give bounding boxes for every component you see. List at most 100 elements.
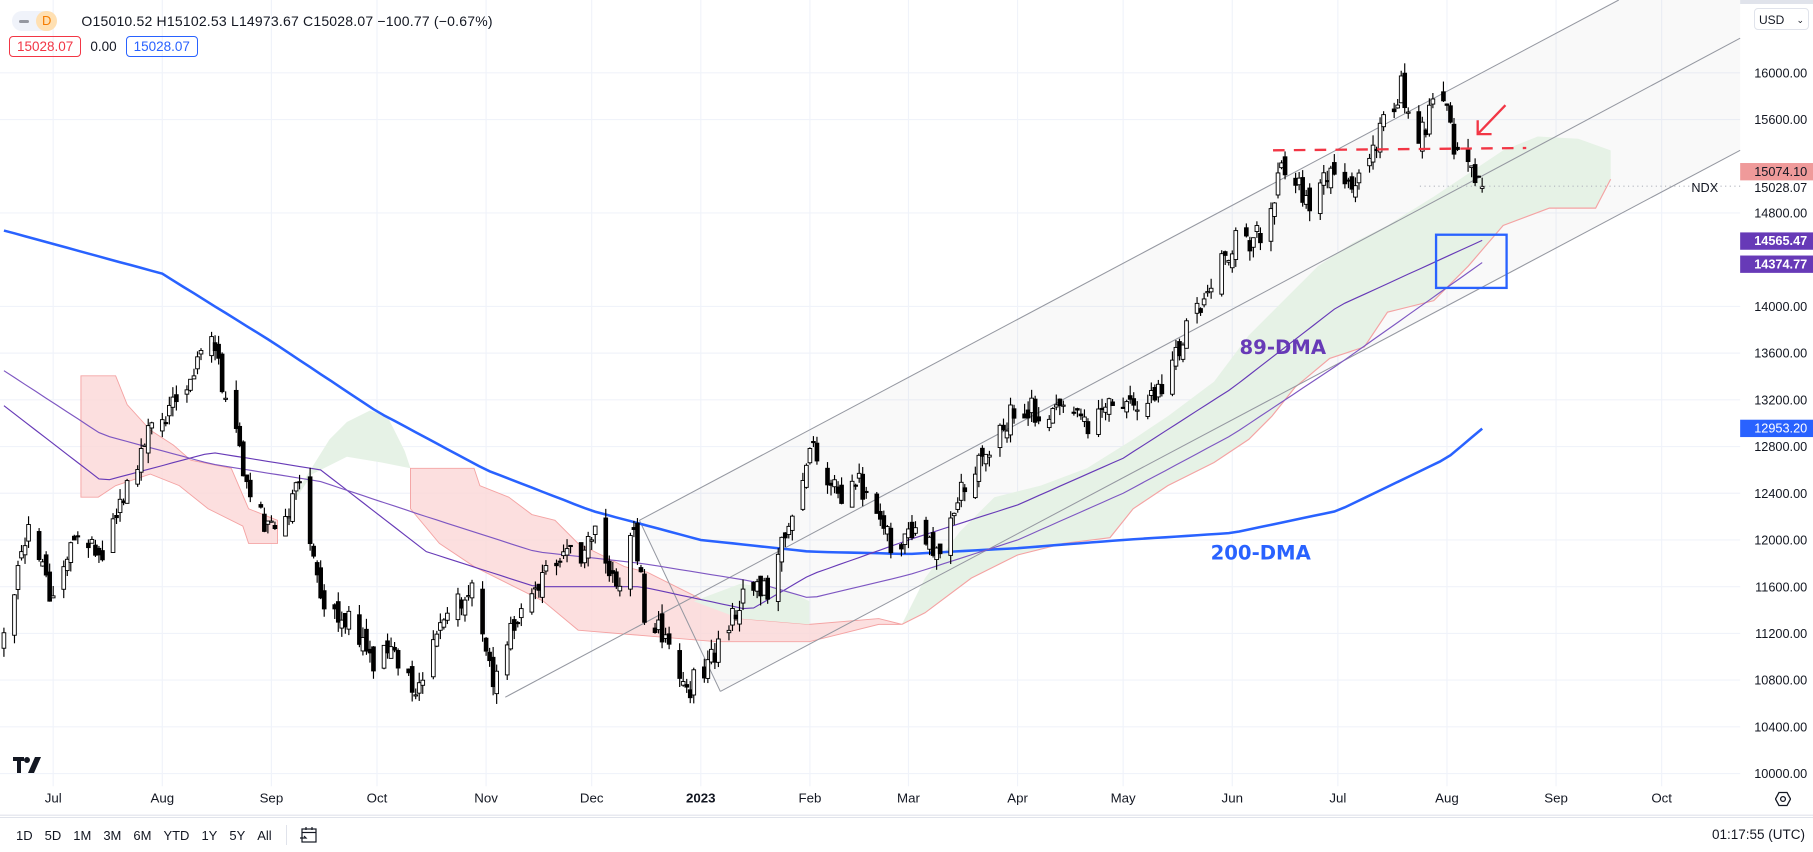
price-tick-label: 12400.00 [1754,486,1807,501]
candle-body [1332,162,1337,175]
candle-body [849,480,855,508]
candle-body [603,517,609,564]
candle-body [1317,182,1323,215]
candle-body [568,544,573,548]
range-3m[interactable]: 3M [103,827,122,843]
candle-body [740,588,746,604]
price-axis[interactable]: 16000.00 15600.00 14800.00 14000.00 13600.00… [1754,65,1807,781]
candle-body [462,599,468,616]
candle-body [1134,409,1140,412]
candle-body [923,519,929,545]
buy-price-button[interactable]: 15028.07 [125,36,198,57]
collapse-icon[interactable] [19,19,29,23]
tradingview-logo-icon[interactable] [13,757,43,773]
range-5y[interactable]: 5Y [229,827,246,843]
candle-body [807,448,813,464]
range-ytd[interactable]: YTD [163,827,190,843]
candle-body [659,613,665,643]
price-tick-label: 10400.00 [1754,719,1807,734]
candle-body [413,694,419,697]
candle-body [1472,164,1478,184]
candle-body [948,517,954,556]
candle-body [244,474,250,483]
candle-body [163,422,169,425]
candle-body [1131,398,1137,406]
resistance-dashed-line[interactable] [1273,146,1527,152]
candle-body [652,627,658,634]
candle-body [22,545,28,556]
candle-body [832,479,837,488]
candle-body [860,473,866,500]
candle-body [775,553,781,602]
candle-body [395,650,401,669]
range-1d[interactable]: 1D [16,827,33,843]
time-tick-label: Apr [1007,790,1028,805]
sell-price-button[interactable]: 15028.07 [9,36,82,57]
candle-body [1127,395,1133,400]
candle-body [811,441,816,444]
time-tick-label: Sep [1544,790,1568,805]
candle-body [1085,421,1091,435]
range-5d[interactable]: 5D [44,827,62,843]
candle-body [1377,122,1383,153]
range-6m[interactable]: 6M [133,827,152,843]
candle-body [223,397,228,400]
highlight-box[interactable] [1434,233,1508,290]
time-tick-label: Oct [367,790,388,805]
candle-body [441,619,447,628]
candle-body [913,527,918,534]
candle-body [1025,409,1031,419]
candle-body [1078,413,1084,417]
candle-body [191,375,197,380]
candle-body [614,571,619,587]
regression-channel[interactable] [505,0,1741,698]
candle-body [955,502,961,510]
time-tick-label: Feb [798,790,821,805]
go-to-date-icon[interactable] [299,825,319,845]
candle-body [1222,251,1228,256]
candle-body [1184,320,1189,349]
candle-body [1208,287,1214,293]
candle-body [1106,398,1112,415]
candle-body [529,593,535,613]
candle-body [89,538,95,544]
time-tick-label: May [1111,790,1136,805]
candle-body [1124,401,1129,413]
currency-select[interactable]: USD ⌄ [1754,8,1809,30]
time-tick-label: Aug [1435,790,1459,805]
candle-body [1349,176,1355,190]
candle-body [902,533,908,546]
candle-body [487,651,492,662]
candle-body [1057,398,1063,407]
time-axis[interactable]: Jul Aug Sep Oct Nov Dec 2023 Feb Mar Apr May Jun Jul… [45,790,1673,805]
candle-body [117,498,123,514]
time-tick-label: Jul [45,790,62,805]
candle-body [1356,172,1362,184]
time-tick-label: Mar [897,790,920,805]
candle-body [1201,298,1207,306]
candle-body [1479,185,1485,189]
candle-body [888,527,894,554]
candle-body [1180,344,1186,360]
red-arrow-icon[interactable] [1476,104,1507,136]
candle-body [1110,401,1115,406]
range-all[interactable]: All [257,827,272,843]
price-tick-label: 16000.00 [1754,65,1807,80]
range-1y[interactable]: 1Y [201,827,218,843]
clock[interactable]: 01:17:55 (UTC) [1711,827,1805,842]
candle-body [307,476,313,545]
range-1m[interactable]: 1M [73,827,92,843]
candle-body [1353,185,1358,198]
candle-body [1391,108,1397,113]
candle-body [71,535,77,541]
candle-body [1300,177,1305,203]
candle-body [976,454,982,482]
candle-body [1096,408,1101,435]
ohlc-values: O15010.52 H15102.53 L14973.67 C15028.07 … [81,13,493,29]
candle-body [691,669,697,696]
divider [285,825,287,845]
interval-pill[interactable]: D [12,11,58,31]
candle-body [716,638,721,663]
settings-icon[interactable] [1775,791,1791,807]
